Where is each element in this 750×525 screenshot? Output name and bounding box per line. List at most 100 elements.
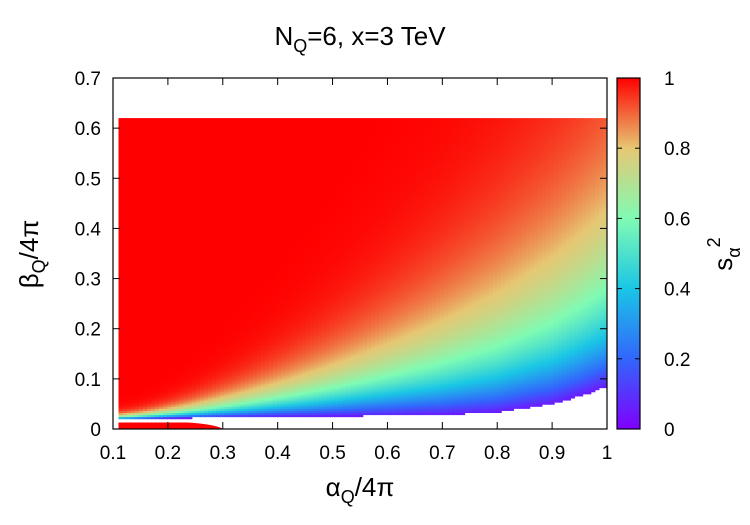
heatmap-cell [151, 414, 156, 418]
heatmap-cell [146, 254, 152, 258]
heatmap-cell [151, 370, 156, 374]
heatmap-cell [126, 385, 132, 389]
heatmap-cell [134, 136, 140, 140]
heatmap-cell [134, 254, 140, 258]
heatmap-cell [118, 227, 124, 231]
heatmap-cell [138, 391, 144, 395]
heatmap-cell [163, 209, 168, 212]
heatmap-cell [130, 254, 136, 258]
heatmap-cell [151, 416, 156, 420]
heatmap-cell [134, 294, 140, 297]
heatmap-cell [142, 128, 148, 132]
heatmap-cell [155, 319, 160, 322]
heatmap-cell [146, 130, 152, 134]
heatmap-cell [130, 215, 136, 219]
heatmap-cell [126, 157, 132, 161]
heatmap-cell [163, 267, 168, 271]
heatmap-cell [146, 381, 152, 384]
heatmap-cell [151, 395, 156, 399]
heatmap-cell [138, 238, 144, 241]
heatmap-cell [126, 149, 132, 152]
heatmap-cell [163, 157, 168, 161]
heatmap-cell [134, 383, 140, 387]
heatmap-cell [126, 234, 132, 237]
heatmap-cell [130, 290, 136, 293]
heatmap-cell [138, 209, 144, 212]
heatmap-cell [159, 209, 164, 212]
heatmap-cell [155, 176, 160, 179]
heatmap-cell [122, 136, 128, 140]
heatmap-cell [122, 373, 128, 376]
heatmap-cell [151, 213, 156, 217]
heatmap-cell [134, 395, 140, 399]
heatmap-cell [151, 368, 156, 372]
heatmap-cell [134, 296, 140, 300]
heatmap-cell [118, 223, 124, 227]
heatmap-cell [155, 321, 160, 324]
heatmap-cell [122, 157, 128, 161]
heatmap-cell [151, 136, 156, 140]
heatmap-cell [134, 281, 140, 285]
heatmap-cell [118, 256, 124, 260]
heatmap-cell [130, 126, 136, 130]
heatmap-cell [163, 406, 168, 409]
heatmap-cell [159, 196, 164, 200]
heatmap-cell [159, 319, 164, 322]
heatmap-cell [134, 321, 140, 324]
heatmap-cell [163, 172, 168, 175]
heatmap-cell [118, 408, 124, 411]
heatmap-cell [159, 306, 164, 310]
heatmap-cell [118, 273, 124, 277]
heatmap-cell [122, 209, 128, 212]
heatmap-cell [130, 383, 136, 387]
heatmap-cell [155, 182, 160, 186]
heatmap-cell [159, 333, 164, 337]
heatmap-cell [163, 244, 168, 248]
heatmap-cell [142, 207, 148, 210]
heatmap-cell [142, 151, 148, 154]
heatmap-cell [134, 240, 140, 244]
heatmap-cell [155, 120, 160, 123]
heatmap-cell [122, 190, 128, 194]
heatmap-cell [155, 329, 160, 333]
heatmap-cell [118, 182, 124, 186]
heatmap-cell [134, 132, 140, 136]
heatmap-cell [142, 122, 148, 125]
heatmap-cell [155, 132, 160, 136]
heatmap-cell [151, 186, 156, 190]
heatmap-cell [163, 370, 168, 374]
heatmap-cell [151, 358, 156, 362]
heatmap-cell [146, 277, 152, 281]
heatmap-cell [151, 238, 156, 241]
heatmap-cell [163, 213, 168, 217]
heatmap-cell [142, 192, 148, 196]
heatmap-cell [118, 389, 124, 393]
heatmap-cell [151, 259, 156, 262]
heatmap-cell [134, 360, 140, 364]
heatmap-cell [155, 180, 160, 183]
heatmap-cell [155, 196, 160, 200]
heatmap-cell [138, 128, 144, 132]
heatmap-cell [167, 406, 173, 409]
heatmap-cell [130, 147, 136, 150]
heatmap-cell [146, 406, 152, 409]
heatmap-cell [163, 317, 168, 320]
heatmap-cell [118, 346, 124, 349]
heatmap-cell [130, 399, 136, 403]
heatmap-cell [118, 161, 124, 165]
heatmap-cell [122, 350, 128, 353]
heatmap-cell [126, 310, 132, 314]
heatmap-cell [159, 269, 164, 273]
heatmap-cell [130, 325, 136, 329]
heatmap-cell [163, 248, 168, 252]
heatmap-cell [146, 358, 152, 362]
heatmap-cell [118, 397, 124, 401]
heatmap-cell [146, 337, 152, 341]
heatmap-cell [138, 408, 144, 411]
heatmap-cell [138, 348, 144, 351]
heatmap-cell [126, 256, 132, 260]
heatmap-cell [159, 232, 164, 235]
heatmap-cell [159, 383, 164, 387]
heatmap-cell [151, 362, 156, 366]
heatmap-cell [151, 244, 156, 248]
